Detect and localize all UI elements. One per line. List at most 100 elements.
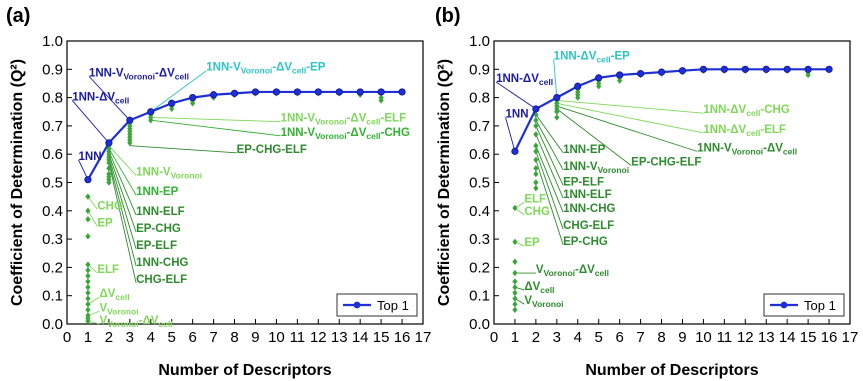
annotation-label: EP-ELF bbox=[563, 176, 604, 188]
x-tick-label: 4 bbox=[574, 329, 582, 346]
scatter-point bbox=[512, 258, 518, 265]
top1-point bbox=[595, 74, 603, 82]
top1-point bbox=[657, 68, 666, 76]
x-tick-label: 12 bbox=[737, 329, 754, 346]
top1-point bbox=[209, 91, 218, 99]
annotation-leader bbox=[553, 59, 558, 98]
x-tick-label: 17 bbox=[415, 329, 432, 346]
panel-label: (a) bbox=[6, 5, 30, 27]
top1-point bbox=[574, 82, 582, 90]
annotation-leader bbox=[108, 159, 137, 267]
scatter-point bbox=[512, 204, 518, 212]
top1-point bbox=[804, 65, 812, 73]
scatter-point bbox=[533, 111, 539, 118]
x-tick-label: 14 bbox=[779, 329, 796, 346]
x-tick-label: 4 bbox=[147, 329, 155, 346]
scatter-point bbox=[533, 117, 539, 124]
annotation-leader bbox=[108, 151, 137, 216]
scatter-point bbox=[554, 114, 560, 121]
top1-point bbox=[720, 65, 728, 73]
annotation-label: ELF bbox=[524, 193, 546, 205]
plot-frame bbox=[66, 40, 424, 325]
scatter-point bbox=[554, 108, 560, 115]
annotation-label: VVoronoi-ΔVcell bbox=[99, 315, 172, 329]
scatter-point bbox=[533, 165, 539, 172]
top1-point bbox=[126, 116, 134, 124]
y-axis-title: Coefficient of Determination (Q²) bbox=[9, 59, 26, 306]
annotation-label: 1NN-EP bbox=[136, 186, 179, 198]
scatter-point bbox=[596, 83, 602, 90]
annotation-label: EP-ELF bbox=[136, 240, 177, 252]
x-tick-label: 9 bbox=[251, 329, 259, 346]
annotation-leader bbox=[87, 196, 98, 210]
annotation-label: EP-CHG-ELF bbox=[631, 157, 701, 169]
x-tick-label: 10 bbox=[268, 329, 285, 346]
annotation-leader bbox=[150, 70, 207, 113]
annotation-leader bbox=[108, 156, 137, 250]
y-tick-label: 0.2 bbox=[469, 259, 490, 276]
annotation-leader bbox=[556, 105, 698, 152]
x-tick-label: 1 bbox=[511, 329, 519, 346]
annotation-label: 1NN-VVoronoi bbox=[136, 166, 202, 180]
x-axis-title: Number of Descriptors bbox=[158, 362, 331, 379]
top1-point bbox=[762, 65, 770, 73]
annotation-leader bbox=[78, 159, 89, 180]
top1-point bbox=[230, 89, 239, 97]
annotation-leader bbox=[108, 145, 137, 176]
annotation-label: ΔVcell bbox=[524, 281, 554, 295]
scatter-point bbox=[533, 122, 539, 130]
top1-point bbox=[293, 88, 301, 96]
annotation-label: 1NN-EP bbox=[563, 144, 606, 156]
top1-point bbox=[335, 88, 343, 96]
scatter-point bbox=[533, 179, 539, 186]
x-tick-label: 3 bbox=[553, 329, 561, 346]
scatter-point bbox=[85, 278, 91, 285]
top1-point bbox=[741, 65, 749, 73]
scatter-point bbox=[85, 233, 91, 240]
scatter-point bbox=[85, 216, 91, 223]
annotation-label: EP-CHG bbox=[136, 223, 181, 235]
x-tick-label: 13 bbox=[331, 329, 348, 346]
top1-point bbox=[251, 88, 260, 96]
scatter-point bbox=[85, 306, 91, 314]
top1-point bbox=[636, 69, 645, 78]
top1-point bbox=[84, 176, 92, 184]
scatter-point bbox=[190, 100, 196, 107]
x-tick-label: 6 bbox=[615, 329, 623, 346]
annotation-label: VVoronoi-ΔVcell bbox=[536, 264, 609, 278]
y-tick-label: 0.3 bbox=[469, 231, 490, 248]
x-tick-label: 12 bbox=[310, 329, 327, 346]
x-tick-label: 1 bbox=[84, 329, 92, 346]
annotation-leader bbox=[535, 120, 564, 170]
annotation-leader bbox=[556, 108, 632, 166]
y-tick-label: 0.7 bbox=[42, 118, 63, 135]
top1-line bbox=[86, 90, 403, 181]
scatter-point bbox=[512, 238, 518, 246]
annotation-label: 1NN bbox=[79, 151, 102, 163]
y-tick-label: 0.0 bbox=[469, 316, 490, 333]
chart-panel-a: (a)0 1 2 3 4 5 6 7 8 9 10 11 12 13 14 15 16 170.00.10.20.… bbox=[6, 5, 431, 379]
top1-point bbox=[272, 88, 281, 96]
scatter-point bbox=[512, 284, 518, 291]
x-tick-label: 0 bbox=[63, 329, 71, 346]
scatter-point bbox=[533, 131, 539, 138]
x-tick-label: 8 bbox=[230, 329, 238, 346]
x-tick-label: 3 bbox=[126, 329, 134, 346]
scatter-point bbox=[85, 261, 91, 268]
annotation-label: 1NN bbox=[506, 108, 529, 120]
top1-point bbox=[511, 147, 519, 155]
annotation-label: 1NN-ΔVcell-EP bbox=[554, 50, 630, 64]
annotation-label: VVoronoi bbox=[99, 302, 138, 316]
annotation-label: CHG bbox=[97, 200, 123, 212]
top1-point bbox=[783, 65, 791, 73]
annotation-label: 1NN-CHG bbox=[136, 257, 188, 269]
scatter-point bbox=[85, 289, 91, 297]
y-tick-label: 0.2 bbox=[42, 259, 63, 276]
x-tick-label: 8 bbox=[657, 329, 665, 346]
annotation-label: ΔVcell bbox=[99, 288, 129, 302]
scatter-point bbox=[106, 165, 112, 172]
top1-point bbox=[105, 139, 113, 147]
scatter-point bbox=[378, 97, 384, 104]
x-tick-label: 10 bbox=[695, 329, 712, 346]
annotation-leader bbox=[150, 119, 281, 137]
